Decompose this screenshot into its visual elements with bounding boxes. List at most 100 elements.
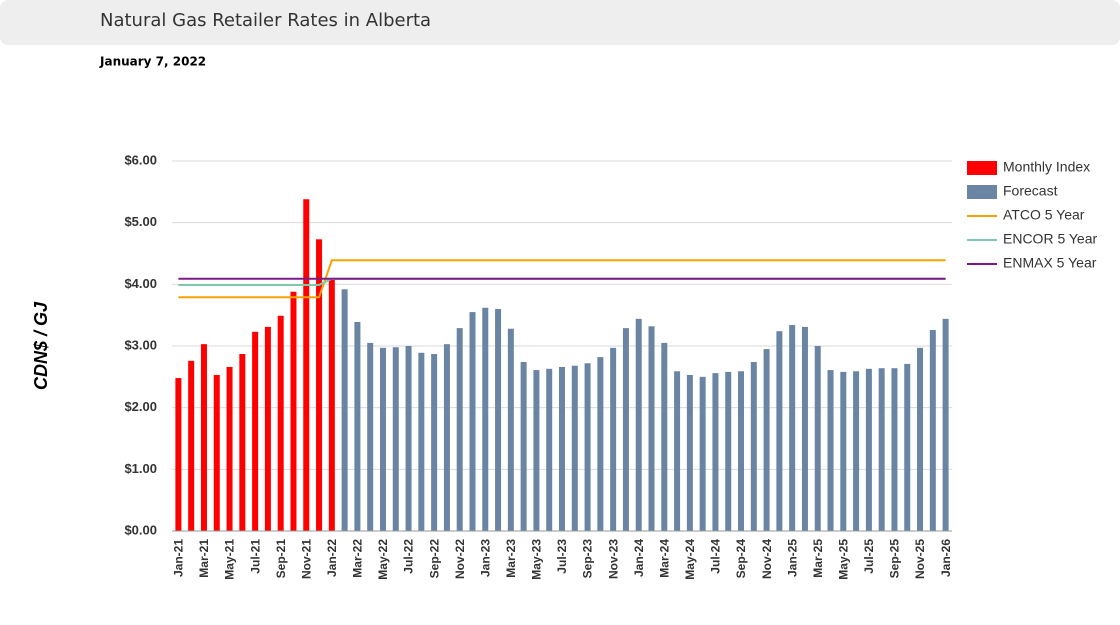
bar [290,291,297,531]
y-tick-label: $4.00 [124,276,157,291]
bar [622,328,629,531]
x-tick-label: Jan-23 [478,539,492,577]
bar [456,328,463,531]
y-tick-label: $2.00 [124,399,157,414]
x-tick-label: Mar-24 [657,539,671,578]
bar [354,321,361,531]
bar [316,239,323,532]
x-tick-label: Jul-24 [709,539,723,574]
x-tick-label: Jan-26 [939,539,953,577]
x-tick-label: May-22 [376,539,390,580]
bar [814,346,821,531]
line [178,259,946,299]
legend-swatch [967,185,997,199]
x-tick-label: Jul-23 [555,539,569,574]
bar [252,331,259,531]
y-tick-label: $6.00 [124,152,157,167]
bar [418,352,425,531]
legend-label: Forecast [1003,183,1058,199]
x-tick-label: Nov-23 [606,539,620,579]
bar [648,326,655,531]
bar [878,368,885,531]
bar [495,309,502,531]
bar [226,366,233,531]
bar [635,318,642,531]
bar [891,368,898,531]
bar [827,370,834,531]
x-tick-label: Mar-23 [504,539,518,578]
x-tick-label: Nov-21 [299,539,313,579]
x-tick-label: Sep-23 [581,539,595,579]
x-tick-label: Nov-24 [760,539,774,579]
bar [533,370,540,531]
bar [482,307,489,531]
bar [584,363,591,531]
bar [929,329,936,531]
page-title: Natural Gas Retailer Rates in Alberta [100,10,431,31]
x-tick-label: Mar-21 [197,539,211,578]
bar [264,326,271,531]
bar [303,199,310,531]
x-tick-label: May-24 [683,539,697,580]
bar [379,347,386,531]
bar [367,342,374,531]
bar [239,354,246,531]
bar [507,328,514,531]
bar [699,376,706,531]
x-tick-label: Jul-22 [402,539,416,574]
x-tick-label: May-25 [836,539,850,580]
y-tick-label: $0.00 [124,522,157,537]
bar [597,357,604,531]
x-tick-label: Jul-21 [248,539,262,574]
bar [392,347,399,531]
x-tick-label: Jan-24 [632,539,646,577]
y-tick-label: $3.00 [124,337,157,352]
x-tick-label: Jan-22 [325,539,339,577]
y-axis-label: CDN$ / GJ [31,301,51,390]
bar [904,363,911,531]
x-tick-label: May-21 [223,539,237,580]
bar [712,373,719,531]
x-tick-label: Mar-25 [811,539,825,578]
bar [469,312,476,531]
x-tick-label: Nov-25 [913,539,927,579]
bar [443,344,450,531]
bar [328,280,335,531]
bar [725,371,732,531]
x-tick-label: Jan-25 [785,539,799,577]
x-tick-label: Mar-22 [351,539,365,578]
bar [188,360,195,531]
bar [738,371,745,531]
bar [763,349,770,531]
bar [674,371,681,531]
x-tick-label: Sep-21 [274,539,288,579]
bar [801,326,808,531]
bar [341,289,348,531]
legend-swatch [967,161,997,175]
x-tick-label: Jan-21 [172,539,186,577]
bar [175,378,182,531]
bar [789,325,796,531]
bar [776,331,783,531]
bar [546,368,553,531]
header-bar [0,0,1120,45]
bar [661,342,668,531]
bar [853,371,860,531]
bar [865,368,872,531]
bar [431,354,438,531]
legend-label: Monthly Index [1003,159,1090,175]
bar [917,347,924,531]
x-tick-label: Sep-24 [734,539,748,579]
x-tick-label: Sep-22 [427,539,441,579]
bar [610,347,617,531]
bar [750,362,757,531]
bar [213,374,220,531]
y-tick-label: $5.00 [124,214,157,229]
bar [200,344,207,531]
date: January 7, 2022 [99,55,206,69]
legend-label: ATCO 5 Year [1003,207,1085,223]
legend-label: ENCOR 5 Year [1003,231,1097,247]
bar [520,362,527,531]
legend-label: ENMAX 5 Year [1003,255,1097,271]
